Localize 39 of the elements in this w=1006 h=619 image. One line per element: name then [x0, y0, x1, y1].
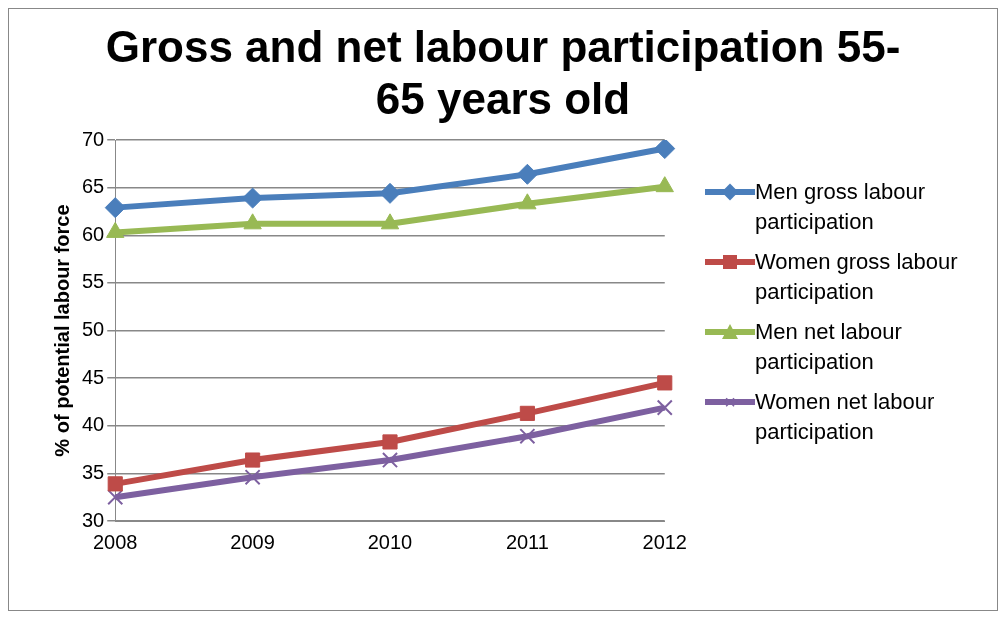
- y-tick-label: 70: [82, 127, 105, 150]
- y-tick-label: 45: [82, 365, 105, 388]
- point: [244, 469, 261, 486]
- legend-label: Women net labour participation: [755, 388, 936, 446]
- x-tick-label: 2012: [642, 530, 687, 553]
- point: [104, 197, 126, 219]
- point: [242, 187, 264, 209]
- y-tick-label: 30: [82, 508, 105, 531]
- point: [245, 452, 261, 468]
- y-tick-label: 40: [82, 413, 105, 436]
- legend-label: Men gross labour participation: [755, 178, 926, 236]
- x-tick-label: 2010: [367, 530, 413, 553]
- point: [519, 405, 535, 421]
- point: [379, 182, 401, 204]
- point: [106, 221, 125, 238]
- x-tick-label: 2009: [230, 530, 275, 553]
- legend-label: Men net labour participation: [755, 318, 903, 376]
- point: [518, 193, 537, 210]
- point: [656, 399, 673, 416]
- point: [243, 213, 262, 230]
- point: [380, 213, 400, 230]
- point: [382, 434, 398, 450]
- y-tick-label: 55: [82, 270, 105, 293]
- point: [519, 428, 536, 445]
- point: [107, 476, 123, 492]
- point: [655, 176, 674, 193]
- chart-title: Gross and net labour participation 55-65 years old: [104, 21, 902, 125]
- x-tick-label: 2011: [505, 530, 549, 553]
- y-tick-label: 50: [82, 318, 105, 341]
- point: [381, 451, 399, 469]
- point: [657, 375, 673, 391]
- legend-label: Women gross labour participation: [755, 248, 959, 306]
- y-tick-label: 35: [82, 460, 105, 483]
- point: [107, 489, 124, 506]
- y-tick-label: 60: [82, 222, 105, 245]
- point: [516, 163, 538, 185]
- y-tick-label: 65: [82, 175, 105, 198]
- y-axis-title: % of potential labour force: [50, 204, 73, 457]
- x-tick-label: 2008: [93, 530, 138, 553]
